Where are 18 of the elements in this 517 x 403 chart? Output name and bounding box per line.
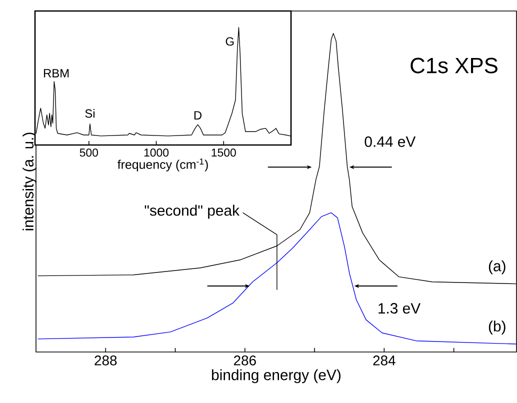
annotation: D bbox=[194, 111, 202, 120]
series-label: (b) bbox=[488, 320, 506, 335]
x-tick-label: 288 bbox=[94, 356, 117, 366]
x-axis-title: frequency (cm$^{-1}$) bbox=[118, 158, 208, 172]
annotation: 0.44 eV bbox=[364, 136, 416, 147]
annotation: 1.3 eV bbox=[378, 303, 421, 314]
x-tick-label: 500 bbox=[80, 148, 98, 157]
x-axis-title: binding energy (eV) bbox=[212, 369, 340, 384]
series-label: (a) bbox=[488, 260, 506, 274]
annotation: RBM bbox=[44, 69, 69, 78]
x-tick-label: 1000 bbox=[144, 148, 169, 157]
x-tick-label: 1500 bbox=[212, 148, 236, 157]
annotation: G bbox=[226, 37, 234, 46]
annotation: "second" peak bbox=[144, 204, 240, 219]
x-tick-label: 284 bbox=[373, 356, 396, 366]
x-tick-label: 286 bbox=[234, 356, 256, 366]
annotation: Si bbox=[85, 108, 94, 118]
text: C1s XPS bbox=[410, 58, 498, 74]
